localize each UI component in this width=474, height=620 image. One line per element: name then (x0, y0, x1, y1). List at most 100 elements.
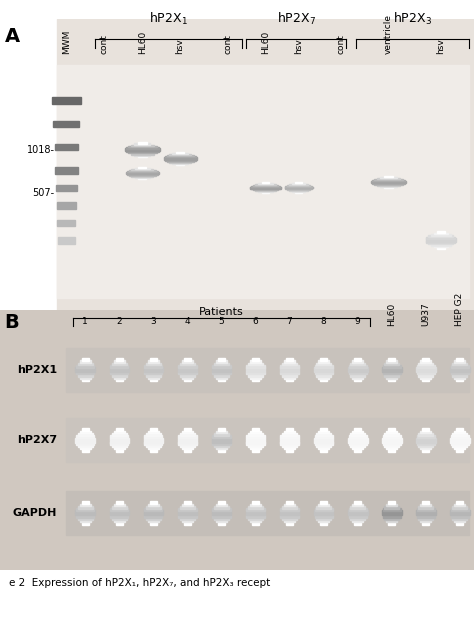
Bar (82, 358, 89, 361)
Bar (184, 522, 191, 525)
Bar (262, 192, 269, 193)
Bar (281, 435, 299, 438)
Bar (420, 447, 431, 450)
Text: 9: 9 (355, 317, 361, 326)
Bar (134, 154, 150, 156)
Bar (131, 176, 153, 177)
Bar (416, 370, 436, 372)
Text: hP2X1: hP2X1 (17, 365, 57, 375)
Bar (173, 153, 188, 154)
Bar (212, 515, 230, 518)
Bar (58, 237, 75, 244)
Bar (80, 520, 91, 522)
Bar (75, 367, 95, 370)
Bar (110, 372, 128, 374)
Bar (318, 431, 329, 433)
Bar (388, 358, 395, 361)
Bar (252, 428, 259, 431)
Bar (318, 503, 329, 506)
Bar (211, 440, 231, 443)
Bar (384, 445, 399, 447)
Bar (250, 187, 281, 188)
Bar (316, 374, 331, 377)
Bar (251, 188, 280, 190)
Bar (295, 182, 302, 184)
Text: Patients: Patients (199, 306, 244, 317)
Bar (128, 152, 157, 153)
Bar (284, 431, 295, 433)
Bar (315, 508, 333, 511)
Bar (169, 154, 191, 155)
Bar (285, 188, 312, 189)
Bar (352, 447, 364, 450)
Bar (315, 515, 333, 518)
Bar (388, 428, 395, 431)
Bar (456, 449, 463, 452)
Bar (384, 433, 399, 436)
Bar (82, 428, 89, 431)
Bar (180, 445, 195, 447)
Bar (180, 374, 195, 377)
Bar (218, 522, 225, 525)
Bar (76, 435, 94, 438)
Bar (218, 428, 225, 431)
Bar (417, 365, 435, 368)
Bar (246, 365, 264, 368)
Bar (314, 367, 334, 370)
Bar (246, 513, 265, 515)
Bar (116, 501, 123, 504)
Bar (146, 363, 161, 365)
Bar (78, 445, 93, 447)
Bar (114, 503, 125, 506)
Bar (116, 379, 123, 381)
Bar (80, 376, 91, 379)
Bar (416, 367, 436, 370)
Bar (286, 522, 293, 525)
Bar (216, 360, 227, 363)
Text: hP2X$_7$: hP2X$_7$ (277, 11, 316, 27)
Bar (316, 363, 331, 365)
Bar (456, 522, 463, 525)
Bar (381, 185, 397, 187)
Bar (384, 506, 399, 508)
Bar (422, 379, 429, 381)
Bar (109, 513, 129, 515)
Bar (148, 520, 159, 522)
Bar (57, 219, 75, 226)
Bar (377, 178, 401, 179)
Bar (112, 506, 127, 508)
Bar (110, 515, 128, 518)
Bar (281, 508, 299, 511)
Text: e 2  Expression of hP2X₁, hP2X₇, and hP2X₃ recept: e 2 Expression of hP2X₁, hP2X₇, and hP2X… (9, 578, 271, 588)
Bar (76, 515, 94, 518)
Bar (182, 447, 193, 450)
Bar (450, 367, 470, 370)
Bar (420, 360, 431, 363)
Bar (126, 173, 159, 174)
Bar (348, 438, 367, 440)
Bar (420, 431, 431, 433)
Bar (284, 187, 313, 188)
Bar (109, 510, 129, 513)
Bar (176, 152, 184, 153)
Bar (280, 370, 300, 372)
Bar (246, 438, 265, 440)
Bar (218, 501, 225, 504)
Bar (452, 517, 467, 520)
Bar (348, 435, 367, 438)
Bar (316, 445, 331, 447)
Bar (416, 510, 436, 513)
Bar (144, 513, 163, 515)
Bar (416, 438, 436, 440)
Bar (176, 164, 184, 165)
Bar (135, 168, 150, 169)
Bar (80, 447, 91, 450)
Bar (246, 515, 264, 518)
Bar (150, 522, 157, 525)
Bar (148, 503, 159, 506)
Bar (112, 445, 127, 447)
Bar (417, 442, 435, 445)
Text: hsv: hsv (176, 38, 184, 53)
Bar (130, 153, 154, 154)
Bar (126, 172, 159, 173)
